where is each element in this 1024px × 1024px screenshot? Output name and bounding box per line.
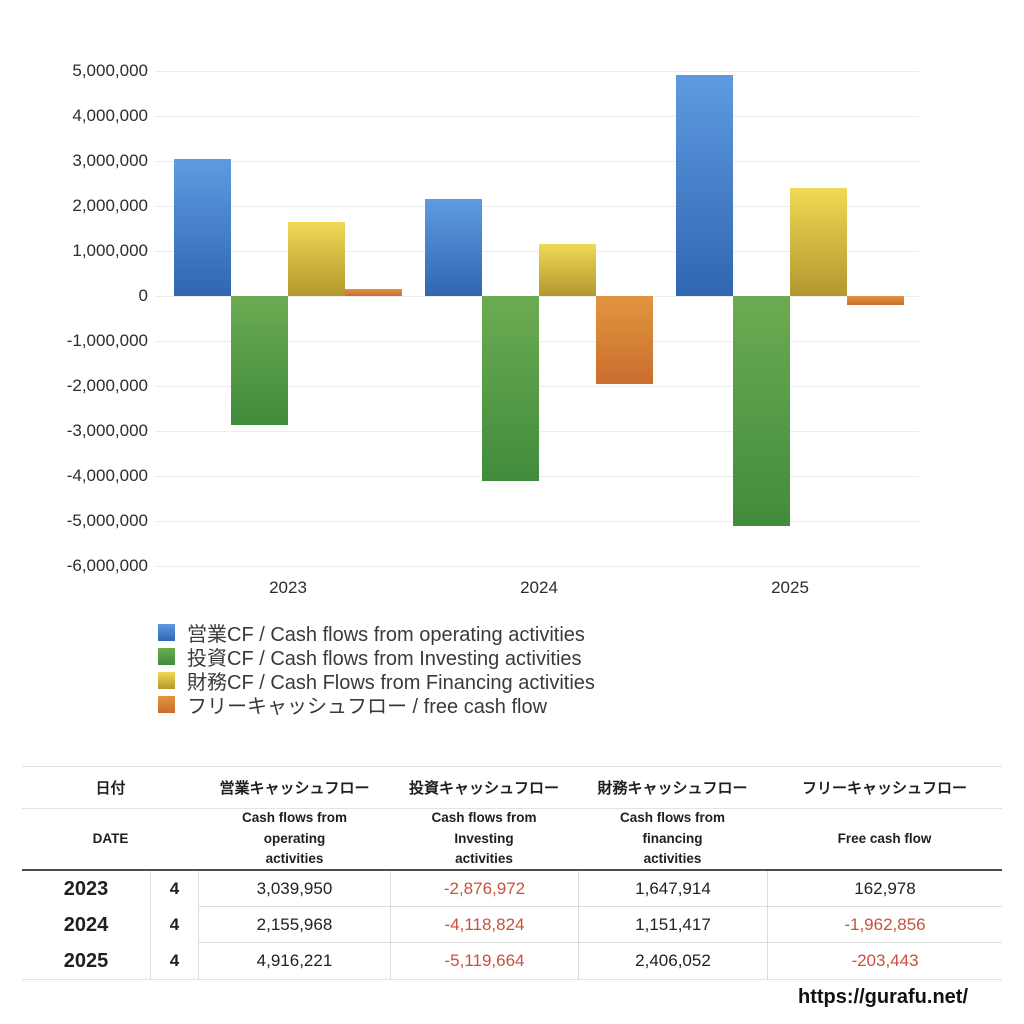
financing-cf-swatch-icon xyxy=(158,671,175,689)
gridline xyxy=(155,206,919,207)
y-axis-tick-label: 4,000,000 xyxy=(72,106,148,125)
bar-series3-2024 xyxy=(596,296,653,384)
legend-label-operating: 営業CF / Cash flows from operating activit… xyxy=(187,623,585,646)
legend-label-financing: 財務CF / Cash Flows from Financing activit… xyxy=(187,671,595,694)
gridline xyxy=(155,566,919,567)
header-financing-en: Cash flows from financing activities xyxy=(578,809,767,871)
row-2023-financing: 1,647,914 xyxy=(578,871,767,907)
row-2024-month: 4 xyxy=(150,907,199,943)
y-axis-tick-label: 2,000,000 xyxy=(72,196,148,215)
bar-series1-2023 xyxy=(231,296,288,425)
header-investing-ja: 投資キャッシュフロー xyxy=(390,767,578,809)
header-operating-ja: 営業キャッシュフロー xyxy=(199,767,390,809)
row-2023-investing: -2,876,972 xyxy=(390,871,578,907)
y-axis-tick-label: -2,000,000 xyxy=(66,376,148,395)
y-axis-tick-label: 1,000,000 xyxy=(72,241,148,260)
free-cash-flow-swatch-icon xyxy=(158,695,175,713)
y-axis-tick-label: 5,000,000 xyxy=(72,61,148,80)
bar-series0-2024 xyxy=(425,199,482,296)
header-date-en: DATE xyxy=(22,809,199,871)
row-2024-free-cash-flow: -1,962,856 xyxy=(767,907,1002,943)
header-free-cash-flow-en: Free cash flow xyxy=(767,809,1002,871)
row-2024-investing: -4,118,824 xyxy=(390,907,578,943)
bar-series2-2024 xyxy=(539,244,596,296)
header-operating-en: Cash flows from operating activities xyxy=(199,809,390,871)
chart-legend: 営業CF / Cash flows from operating activit… xyxy=(158,620,595,718)
header-investing-en: Cash flows from Investing activities xyxy=(390,809,578,871)
row-2023-operating: 3,039,950 xyxy=(199,871,390,907)
y-axis-tick-label: -5,000,000 xyxy=(66,511,148,530)
bar-series0-2023 xyxy=(174,159,231,296)
x-axis-tick-label: 2023 xyxy=(269,578,307,597)
operating-cf-swatch-icon xyxy=(158,623,175,641)
legend-item-free-cash-flow: フリーキャッシュフロー / free cash flow xyxy=(158,692,595,718)
row-2023-free-cash-flow: 162,978 xyxy=(767,871,1002,907)
cash-flow-table: 日付 営業キャッシュフロー 投資キャッシュフロー 財務キャッシュフロー フリーキ… xyxy=(22,766,1002,980)
row-2025-operating: 4,916,221 xyxy=(256,951,333,970)
row-2025-month: 4 xyxy=(150,943,199,979)
row-2025-investing: -5,119,664 xyxy=(390,943,578,979)
y-axis-tick-label: -1,000,000 xyxy=(66,331,148,350)
bar-series1-2025 xyxy=(733,296,790,526)
gridline xyxy=(155,161,919,162)
row-2023-year: 2023 xyxy=(63,877,109,900)
site-url: https://gurafu.net/ xyxy=(798,986,968,1008)
bar-series2-2025 xyxy=(790,188,847,296)
header-financing-ja: 財務キャッシュフロー xyxy=(578,767,767,809)
x-axis-tick-label: 2024 xyxy=(520,578,558,597)
legend-item-financing: 財務CF / Cash Flows from Financing activit… xyxy=(158,668,595,694)
x-axis-tick-label: 2025 xyxy=(771,578,809,597)
row-2024-financing: 1,151,417 xyxy=(578,907,767,943)
row-2024-operating: 2,155,968 xyxy=(199,907,390,943)
y-axis-tick-label: -3,000,000 xyxy=(66,421,148,440)
row-2025-free-cash-flow: -203,443 xyxy=(767,943,1002,979)
legend-item-investing: 投資CF / Cash flows from Investing activit… xyxy=(158,644,595,670)
row-2024-year: 2024 xyxy=(63,913,109,936)
bar-series2-2023 xyxy=(288,222,345,296)
bar-series0-2025 xyxy=(676,75,733,296)
gridline xyxy=(155,116,919,117)
legend-item-operating: 営業CF / Cash flows from operating activit… xyxy=(158,620,595,646)
bar-series3-2025 xyxy=(847,296,904,305)
y-axis-tick-label: 3,000,000 xyxy=(72,151,148,170)
header-date-ja: 日付 xyxy=(22,767,199,809)
row-2025-year: 2025 xyxy=(63,949,109,972)
y-axis-tick-label: 0 xyxy=(138,286,148,305)
y-axis-tick-label: -4,000,000 xyxy=(66,466,148,485)
bar-series3-2023 xyxy=(345,289,402,296)
y-axis-tick-label: -6,000,000 xyxy=(66,556,148,575)
legend-label-investing: 投資CF / Cash flows from Investing activit… xyxy=(187,647,582,670)
gridline xyxy=(155,251,919,252)
row-2023-month: 4 xyxy=(150,871,199,907)
gridline xyxy=(155,521,919,522)
header-free-cash-flow-ja: フリーキャッシュフロー xyxy=(767,767,1002,809)
investing-cf-swatch-icon xyxy=(158,647,175,665)
row-2025-financing: 2,406,052 xyxy=(578,943,767,979)
gridline xyxy=(155,71,919,72)
bar-series1-2024 xyxy=(482,296,539,481)
legend-label-free-cash-flow: フリーキャッシュフロー / free cash flow xyxy=(187,695,548,718)
cash-flow-bar-chart: 5,000,000 4,000,000 3,000,000 2,000,000 1,00… xyxy=(66,61,919,597)
